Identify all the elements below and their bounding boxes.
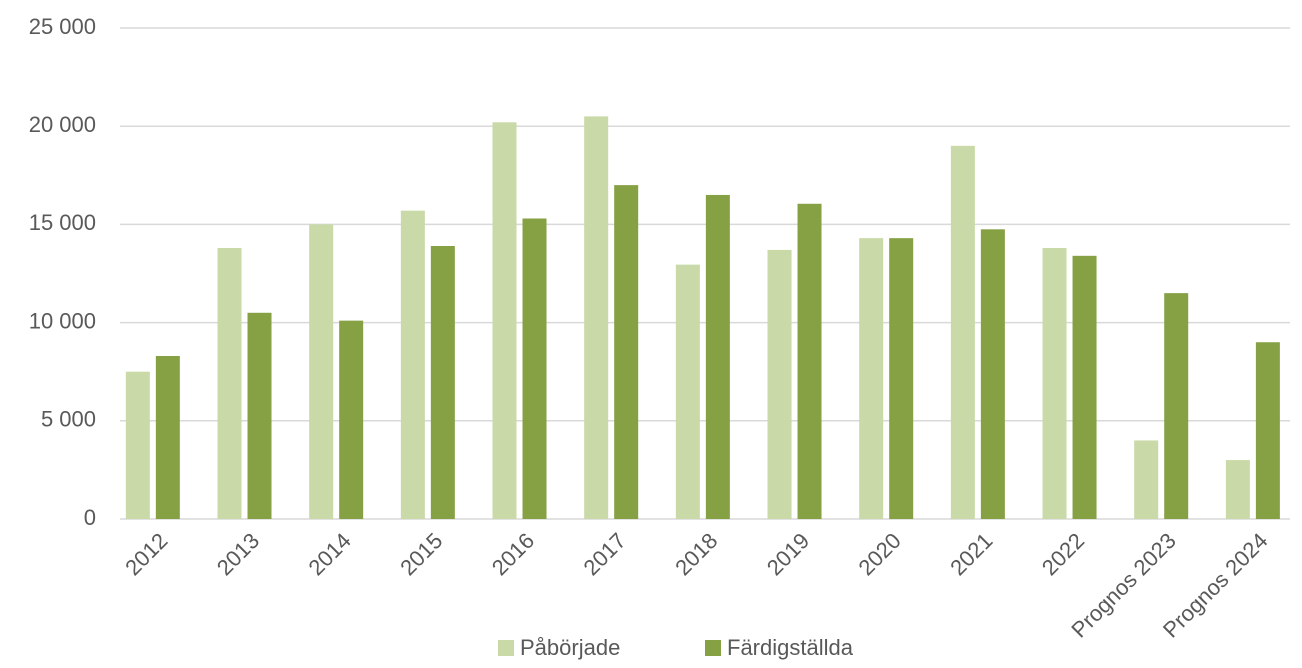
- x-tick-label: 2016: [487, 528, 539, 580]
- bar: [1042, 247, 1067, 519]
- legend-swatch: [498, 640, 514, 656]
- legend-swatch: [705, 640, 721, 656]
- y-tick-label: 25 000: [29, 14, 96, 39]
- bar: [125, 371, 150, 519]
- bar: [400, 210, 425, 520]
- bar: [1164, 293, 1189, 519]
- bar: [950, 145, 975, 519]
- x-tick-label: 2017: [579, 528, 631, 580]
- bar: [980, 229, 1005, 519]
- bar: [247, 312, 272, 519]
- bar: [797, 203, 822, 519]
- bar: [309, 224, 334, 519]
- legend-label: Påbörjade: [520, 635, 620, 660]
- bar: [1134, 440, 1159, 519]
- bar: [492, 122, 517, 519]
- bar: [767, 249, 792, 519]
- bar: [584, 116, 609, 519]
- bar: [889, 238, 914, 519]
- x-tick-label: 2014: [304, 528, 356, 580]
- x-tick-label: 2022: [1037, 528, 1089, 580]
- bar: [430, 246, 455, 519]
- legend-label: Färdigställda: [727, 635, 854, 660]
- bar: [614, 185, 639, 519]
- x-tick-label: 2021: [945, 528, 997, 580]
- bar: [522, 218, 547, 519]
- bar: [675, 264, 700, 519]
- bar: [1072, 255, 1097, 519]
- x-tick-label: 2012: [120, 528, 172, 580]
- bar: [859, 238, 884, 519]
- bar: [1255, 342, 1280, 519]
- x-tick-label: 2018: [670, 528, 722, 580]
- y-tick-label: 20 000: [29, 112, 96, 137]
- x-tick-label: 2013: [212, 528, 264, 580]
- bar: [217, 247, 242, 519]
- y-tick-label: 10 000: [29, 308, 96, 333]
- y-tick-label: 15 000: [29, 210, 96, 235]
- bar: [339, 320, 364, 519]
- y-tick-label: 0: [84, 505, 96, 530]
- bar: [155, 355, 180, 519]
- bar: [705, 194, 730, 519]
- y-tick-label: 5 000: [41, 407, 96, 432]
- x-tick-label: 2015: [395, 528, 447, 580]
- x-tick-label: 2019: [762, 528, 814, 580]
- bar: [1225, 460, 1250, 519]
- x-tick-label: 2020: [854, 528, 906, 580]
